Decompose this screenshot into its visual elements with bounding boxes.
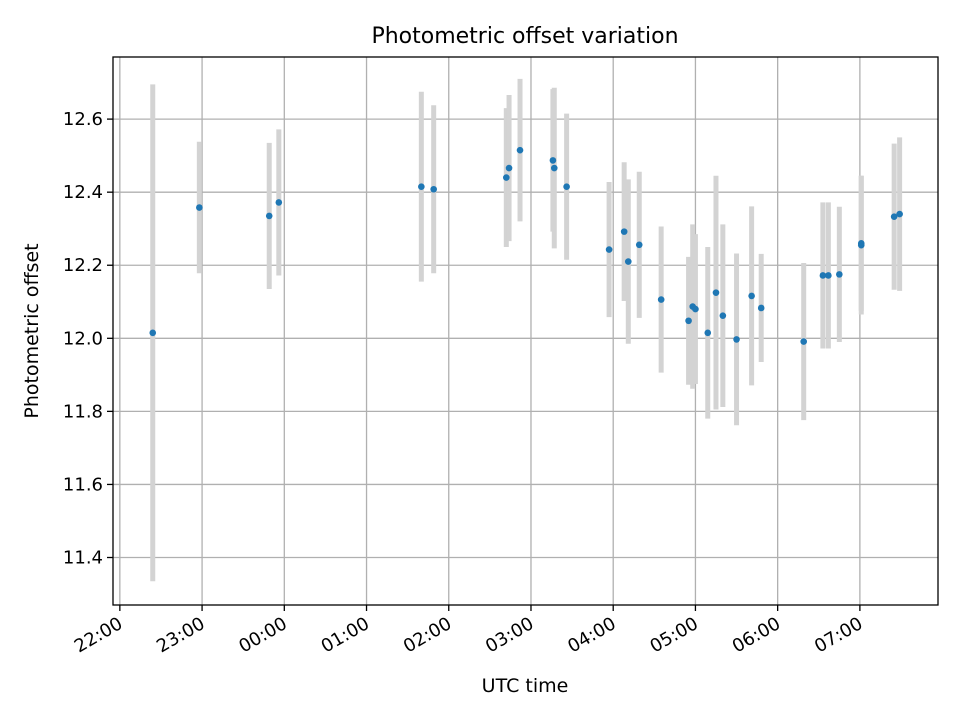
data-point xyxy=(418,183,425,190)
data-point xyxy=(800,338,807,345)
grid-layer xyxy=(113,57,938,605)
y-tick-label: 12.4 xyxy=(63,182,103,203)
data-point xyxy=(275,199,283,206)
data-point xyxy=(620,228,628,235)
data-point xyxy=(836,271,843,278)
point-layer xyxy=(149,146,903,345)
y-tick-label: 12.2 xyxy=(63,255,103,276)
data-point xyxy=(549,157,557,164)
data-point xyxy=(430,185,437,193)
data-point xyxy=(503,174,510,181)
data-point xyxy=(563,183,570,190)
data-point xyxy=(857,240,865,247)
x-axis-label: UTC time xyxy=(482,675,569,697)
data-point xyxy=(265,212,273,220)
data-point xyxy=(657,296,665,303)
data-point xyxy=(896,210,903,218)
data-point xyxy=(819,272,827,279)
data-point xyxy=(635,241,643,249)
y-tick-label: 11.6 xyxy=(63,474,103,495)
y-tick-label: 12.0 xyxy=(63,328,103,349)
plot-area xyxy=(113,57,938,605)
data-point xyxy=(605,246,613,253)
data-point xyxy=(733,336,740,343)
data-point xyxy=(890,213,898,220)
data-point xyxy=(757,304,765,312)
y-tick-label: 11.4 xyxy=(63,548,103,569)
data-point xyxy=(516,146,524,154)
data-point xyxy=(505,164,513,172)
y-tick-label: 12.6 xyxy=(63,109,103,130)
data-point xyxy=(748,292,755,300)
data-point xyxy=(692,305,699,313)
data-point xyxy=(704,329,712,337)
data-point xyxy=(825,272,832,279)
data-point xyxy=(685,317,692,325)
chart-title: Photometric offset variation xyxy=(371,24,678,49)
y-tick-label: 11.8 xyxy=(63,401,103,422)
data-point xyxy=(624,258,632,265)
data-point xyxy=(712,289,720,296)
y-axis-ticks: 11.4 11.6 11.8 12.0 12.2 12.4 12.6 xyxy=(63,109,113,569)
y-axis-label: Photometric offset xyxy=(21,243,43,418)
plot-frame xyxy=(112,56,939,606)
data-point xyxy=(196,204,203,211)
data-point xyxy=(149,329,157,337)
data-point xyxy=(550,164,558,172)
data-point xyxy=(719,312,727,319)
